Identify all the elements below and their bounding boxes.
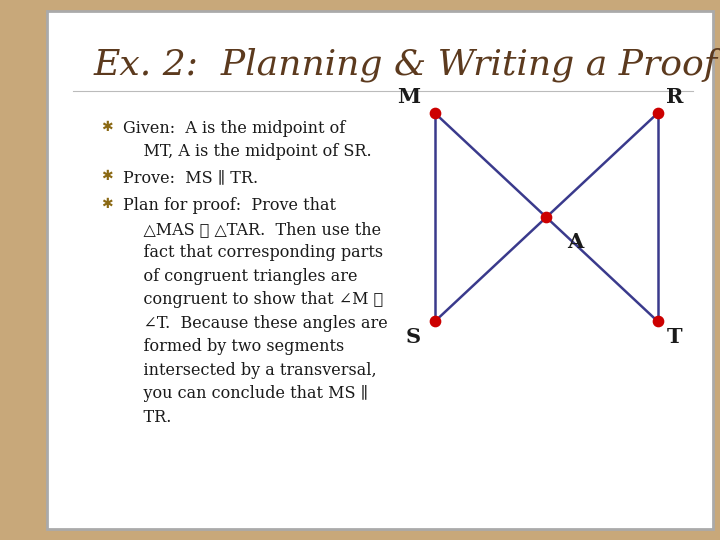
Text: ✱: ✱ <box>101 120 112 134</box>
Text: Prove:  MS ∥ TR.: Prove: MS ∥ TR. <box>123 169 258 186</box>
Text: Ex. 2:  Planning & Writing a Proof: Ex. 2: Planning & Writing a Proof <box>94 47 718 82</box>
Text: ✱: ✱ <box>101 198 112 212</box>
Text: Plan for proof:  Prove that
    △MAS ≅ △TAR.  Then use the
    fact that corresp: Plan for proof: Prove that △MAS ≅ △TAR. … <box>123 198 388 426</box>
Text: Given:  A is the midpoint of
    MT, A is the midpoint of SR.: Given: A is the midpoint of MT, A is the… <box>123 120 372 160</box>
Text: ✱: ✱ <box>101 169 112 183</box>
